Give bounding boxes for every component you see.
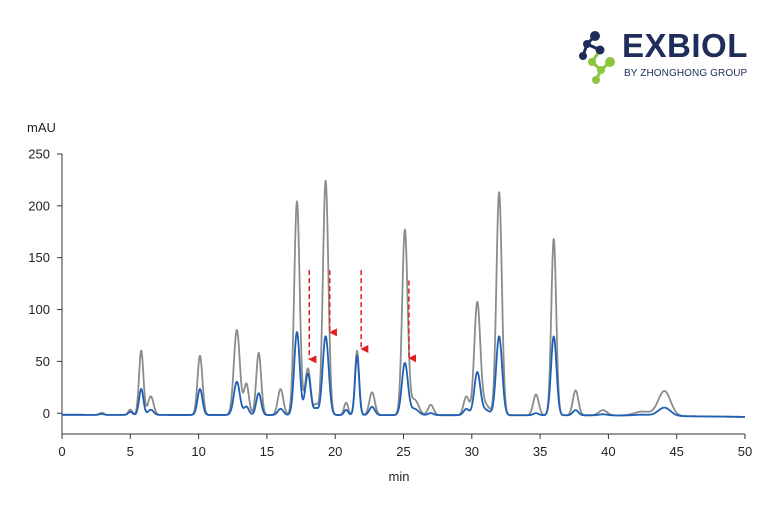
x-tick-label: 30 bbox=[465, 444, 479, 459]
y-tick-label: 250 bbox=[28, 147, 50, 162]
brand-logo: EXBIOL BY ZHONGHONG GROUP bbox=[574, 26, 748, 88]
series-layer bbox=[61, 179, 746, 418]
y-tick-label: 100 bbox=[28, 302, 50, 317]
y-tick-label: 200 bbox=[28, 198, 50, 213]
x-tick-label: 0 bbox=[58, 444, 65, 459]
x-tick-label: 20 bbox=[328, 444, 342, 459]
y-axis-label: mAU bbox=[27, 120, 56, 135]
y-tick-label: 150 bbox=[28, 250, 50, 265]
y-tick-label: 50 bbox=[36, 354, 50, 369]
x-tick-label: 50 bbox=[738, 444, 752, 459]
brand-tagline: BY ZHONGHONG GROUP bbox=[624, 68, 748, 79]
x-tick-label: 10 bbox=[191, 444, 205, 459]
y-tick-label: 0 bbox=[43, 406, 50, 421]
x-tick-label: 15 bbox=[260, 444, 274, 459]
series-line-1 bbox=[61, 179, 746, 418]
brand-name: EXBIOL bbox=[622, 27, 748, 64]
x-tick-label: 45 bbox=[669, 444, 683, 459]
x-tick-label: 40 bbox=[601, 444, 615, 459]
axes: 0 50 100 150 200 250 0 5 10 15 20 25 30 35 40 45 50 bbox=[28, 147, 752, 460]
x-axis-label: min bbox=[389, 469, 410, 484]
x-tick-label: 25 bbox=[396, 444, 410, 459]
x-tick-label: 5 bbox=[127, 444, 134, 459]
series-line-2 bbox=[61, 331, 746, 418]
annotation-layer bbox=[308, 270, 417, 364]
x-tick-label: 35 bbox=[533, 444, 547, 459]
molecule-icon bbox=[579, 31, 615, 84]
